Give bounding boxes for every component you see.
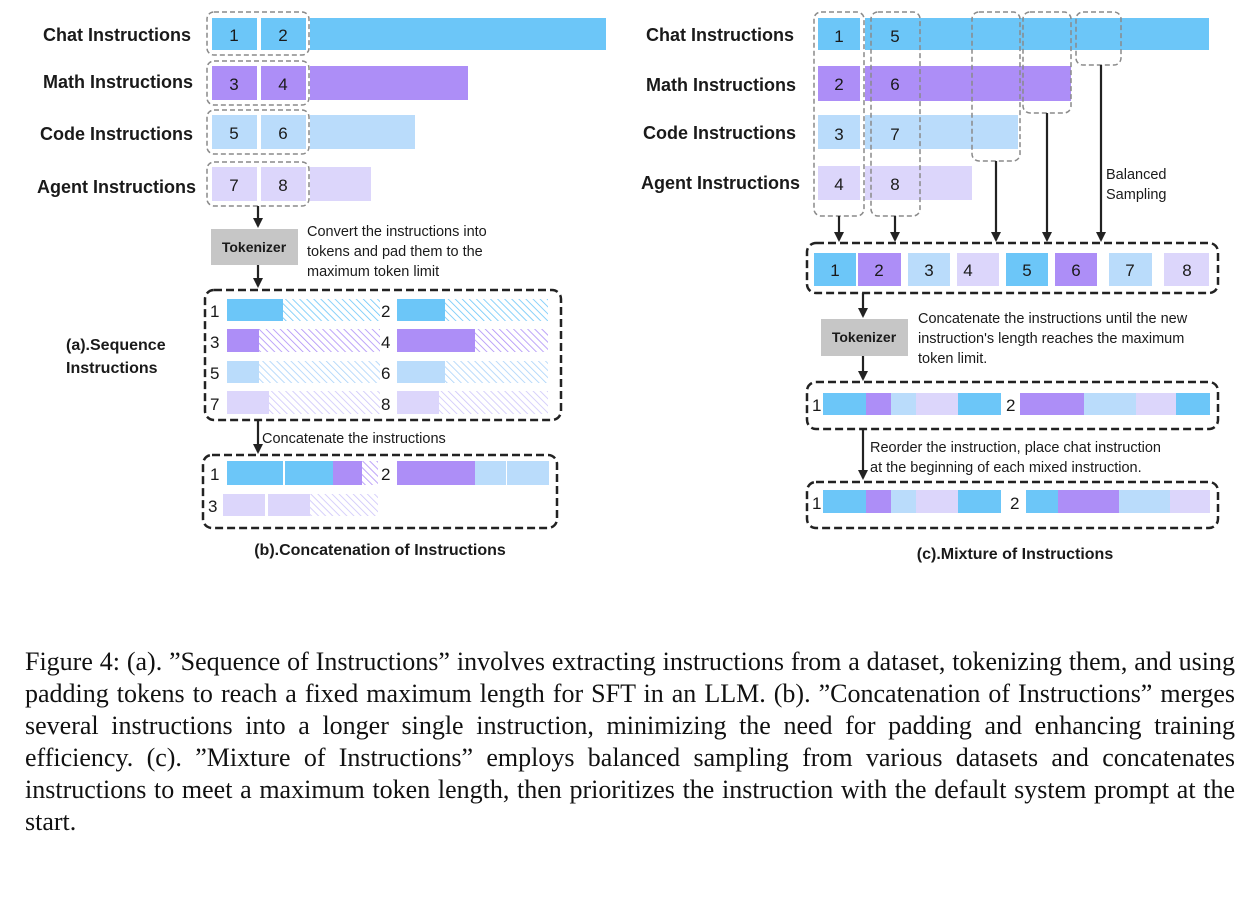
seq-id-8: 8: [381, 395, 390, 414]
right-label-math: Math Instructions: [646, 75, 796, 95]
right-row-agent: 4 8: [818, 166, 972, 200]
left-row-agent: 7 8: [206, 161, 371, 207]
left-dashed-group-agent: [206, 161, 310, 207]
concat-rows: [223, 461, 549, 516]
left-row-code: 5 6: [206, 109, 415, 155]
merged-id-2: 2: [874, 261, 883, 280]
packed-id-1: 1: [812, 396, 821, 415]
concat-label: (b).Concatenation of Instructions: [254, 542, 506, 559]
seq-id-2: 2: [381, 302, 390, 321]
right-id-2: 2: [834, 75, 843, 94]
left-id-2: 2: [278, 26, 287, 45]
left-tokenizer-label: Tokenizer: [222, 239, 287, 255]
balanced-label-2: Sampling: [1106, 187, 1166, 203]
right-id-8: 8: [890, 175, 899, 194]
reordered-cells: [823, 490, 1210, 513]
left-tokenizer-note-1: Convert the instructions into: [307, 224, 487, 240]
concat-note: Concatenate the instructions: [262, 431, 446, 447]
seq-label-line1: (a).Sequence: [66, 337, 166, 354]
right-label-agent: Agent Instructions: [641, 173, 800, 193]
mix-label: (c).Mixture of Instructions: [917, 546, 1114, 563]
seq-id-7: 7: [210, 395, 219, 414]
merged-box: [805, 241, 1220, 295]
right-tokenizer-box: [821, 319, 908, 356]
left-id-5: 5: [229, 124, 238, 143]
left-dashed-group-math: [206, 60, 310, 106]
reordered-id-2: 2: [1010, 494, 1019, 513]
right-panel: Chat Instructions Math Instructions Code…: [641, 11, 1220, 563]
merged-cells: [814, 253, 1209, 286]
seq-id-3: 3: [210, 333, 219, 352]
merged-id-3: 3: [924, 261, 933, 280]
right-tokenizer-label: Tokenizer: [832, 329, 897, 345]
left-label-code: Code Instructions: [40, 124, 193, 144]
left-panel: Chat Instructions Math Instructions Code…: [37, 11, 606, 559]
right-row-math: 2 6: [818, 66, 1071, 101]
right-row-code: 3 7: [818, 115, 1018, 149]
left-id-8: 8: [278, 176, 287, 195]
seq-id-5: 5: [210, 364, 219, 383]
figure-diagram: Chat Instructions Math Instructions Code…: [37, 11, 1220, 563]
seq-id-4: 4: [381, 333, 390, 352]
right-id-6: 6: [890, 75, 899, 94]
right-tokenizer-note-3: token limit.: [918, 351, 987, 367]
concat-id-3: 3: [208, 497, 217, 516]
merged-id-7: 7: [1125, 261, 1134, 280]
right-id-3: 3: [834, 125, 843, 144]
reordered-box: [805, 480, 1220, 530]
right-label-chat: Chat Instructions: [646, 25, 794, 45]
right-row-chat: 1 5: [818, 18, 1209, 50]
balanced-label-1: Balanced: [1106, 167, 1166, 183]
packed-id-2: 2: [1006, 396, 1015, 415]
right-dashed-col-5: [1075, 11, 1122, 66]
reorder-note-2: at the beginning of each mixed instructi…: [870, 460, 1142, 476]
seq-box: [203, 288, 563, 422]
packed-cells: [823, 393, 1210, 415]
right-dashed-col-4: [1022, 11, 1072, 114]
left-row-math: 3 4: [206, 60, 468, 106]
seq-id-6: 6: [381, 364, 390, 383]
right-id-1: 1: [834, 27, 843, 46]
left-label-agent: Agent Instructions: [37, 177, 196, 197]
right-id-7: 7: [890, 125, 899, 144]
right-tokenizer-note-1: Concatenate the instructions until the n…: [918, 311, 1188, 327]
reorder-note-1: Reorder the instruction, place chat inst…: [870, 440, 1161, 456]
concat-id-2: 2: [381, 465, 390, 484]
merged-id-6: 6: [1071, 261, 1080, 280]
merged-id-8: 8: [1182, 261, 1191, 280]
right-id-5: 5: [890, 27, 899, 46]
left-id-1: 1: [229, 26, 238, 45]
seq-rows: [227, 299, 548, 414]
packed-box: [805, 380, 1220, 431]
left-label-math: Math Instructions: [43, 72, 193, 92]
merged-id-1: 1: [830, 261, 839, 280]
left-id-4: 4: [278, 75, 287, 94]
left-tokenizer-note-3: maximum token limit: [307, 264, 439, 280]
left-dashed-group-code: [206, 109, 310, 155]
right-dashed-col-3: [971, 11, 1021, 162]
right-label-code: Code Instructions: [643, 123, 796, 143]
left-label-chat: Chat Instructions: [43, 25, 191, 45]
right-id-4: 4: [834, 175, 843, 194]
left-id-3: 3: [229, 75, 238, 94]
left-row-chat: 1 2: [206, 11, 606, 56]
merged-id-4: 4: [963, 261, 972, 280]
left-tokenizer-note-2: tokens and pad them to the: [307, 244, 483, 260]
merged-id-5: 5: [1022, 261, 1031, 280]
left-id-6: 6: [278, 124, 287, 143]
concat-id-1: 1: [210, 465, 219, 484]
right-tokenizer-note-2: instruction's length reaches the maximum: [918, 331, 1184, 347]
concat-box: [201, 453, 559, 530]
seq-id-1: 1: [210, 302, 219, 321]
figure-caption: Figure 4: (a). ”Sequence of Instructions…: [25, 647, 1235, 836]
left-tokenizer-box: [211, 229, 298, 265]
reordered-id-1: 1: [812, 494, 821, 513]
seq-label-line2: Instructions: [66, 360, 158, 377]
left-dashed-group-chat: [206, 11, 310, 56]
left-id-7: 7: [229, 176, 238, 195]
